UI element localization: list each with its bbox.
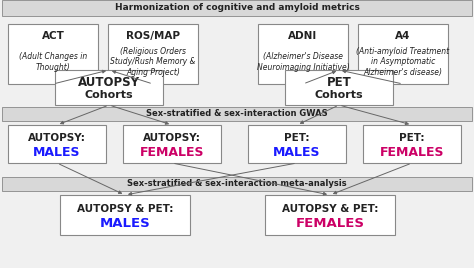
Text: AUTOPSY: AUTOPSY <box>78 76 140 89</box>
Text: MALES: MALES <box>33 146 81 159</box>
Text: Sex-stratified & sex-interaction GWAS: Sex-stratified & sex-interaction GWAS <box>146 110 328 118</box>
Text: MALES: MALES <box>100 217 150 230</box>
FancyBboxPatch shape <box>55 70 163 105</box>
Text: AUTOPSY & PET:: AUTOPSY & PET: <box>282 204 378 214</box>
Bar <box>2 0 472 16</box>
FancyBboxPatch shape <box>265 195 395 235</box>
Text: MALES: MALES <box>273 146 321 159</box>
Text: Sex-stratified & sex-interaction meta-analysis: Sex-stratified & sex-interaction meta-an… <box>127 180 347 188</box>
Text: (Religious Orders
Study/Rush Memory &
Aging Project): (Religious Orders Study/Rush Memory & Ag… <box>110 47 196 77</box>
FancyBboxPatch shape <box>108 24 198 84</box>
FancyBboxPatch shape <box>363 125 461 163</box>
FancyBboxPatch shape <box>123 125 221 163</box>
Text: FEMALES: FEMALES <box>380 146 444 159</box>
Text: PET:: PET: <box>284 133 310 143</box>
FancyBboxPatch shape <box>285 70 393 105</box>
Text: AUTOPSY & PET:: AUTOPSY & PET: <box>77 204 173 214</box>
Text: AUTOPSY:: AUTOPSY: <box>28 133 86 143</box>
Text: (Adult Changes in
Thought): (Adult Changes in Thought) <box>19 52 87 72</box>
FancyBboxPatch shape <box>258 24 348 84</box>
Bar <box>2 107 472 121</box>
FancyBboxPatch shape <box>358 24 448 84</box>
FancyBboxPatch shape <box>8 125 106 163</box>
Text: PET: PET <box>327 76 351 89</box>
Text: ACT: ACT <box>42 31 64 41</box>
Text: Cohorts: Cohorts <box>85 90 133 100</box>
Text: (Anti-amyloid Treatment
in Asymptomatic
Alzheimer's disease): (Anti-amyloid Treatment in Asymptomatic … <box>356 47 449 77</box>
Text: ADNI: ADNI <box>288 31 318 41</box>
Text: (Alzheimer's Disease
Neuroimaging Initiative): (Alzheimer's Disease Neuroimaging Initia… <box>256 52 349 72</box>
Text: FEMALES: FEMALES <box>140 146 204 159</box>
FancyBboxPatch shape <box>8 24 98 84</box>
Text: A4: A4 <box>395 31 410 41</box>
Text: Harmonization of cognitive and amyloid metrics: Harmonization of cognitive and amyloid m… <box>115 3 359 13</box>
Text: PET:: PET: <box>399 133 425 143</box>
Text: Cohorts: Cohorts <box>315 90 363 100</box>
Bar <box>2 177 472 191</box>
FancyBboxPatch shape <box>248 125 346 163</box>
Text: AUTOPSY:: AUTOPSY: <box>143 133 201 143</box>
FancyBboxPatch shape <box>60 195 190 235</box>
Text: ROS/MAP: ROS/MAP <box>126 31 180 41</box>
Text: FEMALES: FEMALES <box>295 217 365 230</box>
